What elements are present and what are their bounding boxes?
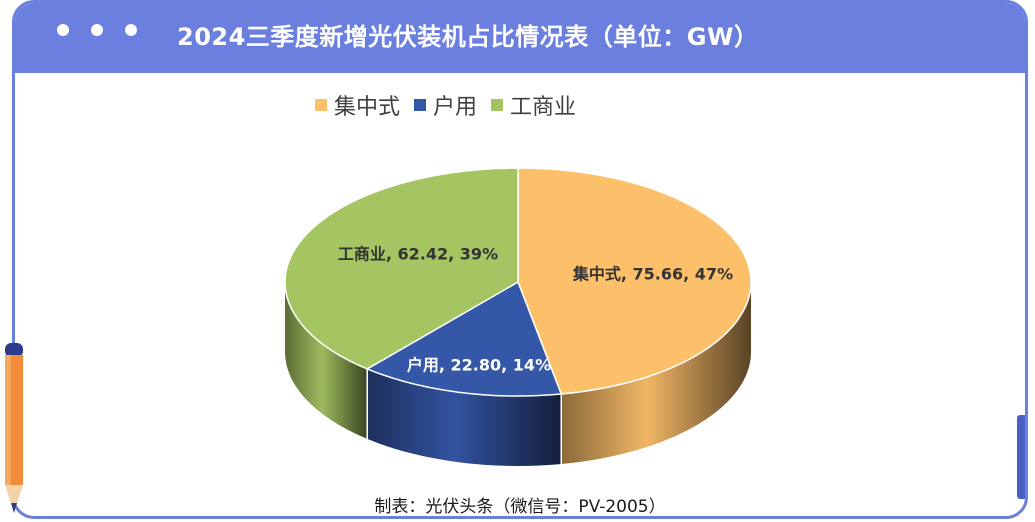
pencil-icon bbox=[5, 343, 23, 513]
window-dot-icon bbox=[91, 24, 103, 36]
legend-item-household: 户用 bbox=[414, 89, 477, 121]
legend-item-centralized: 集中式 bbox=[315, 89, 400, 121]
pie-slice-2 bbox=[284, 167, 519, 370]
pie-slice-1 bbox=[365, 280, 563, 397]
binder-clip bbox=[1017, 415, 1025, 499]
legend-swatch-centralized bbox=[315, 99, 327, 111]
chart-legend: 集中式 户用 工商业 bbox=[315, 89, 576, 121]
legend-swatch-commercial bbox=[491, 99, 504, 111]
data-label-0: 集中式, 75.66, 47% bbox=[572, 265, 733, 284]
pie-side-0 bbox=[561, 282, 751, 465]
pie-side-2 bbox=[285, 282, 368, 439]
pie-slice-0 bbox=[517, 167, 752, 395]
window-dot-icon bbox=[57, 24, 69, 36]
legend-label-centralized: 集中式 bbox=[334, 95, 401, 120]
data-label-1: 户用, 22.80, 14% bbox=[407, 356, 551, 375]
window-dot-icon bbox=[125, 24, 137, 36]
pie-side-1 bbox=[367, 368, 562, 467]
chart-card: 2024三季度新增光伏装机占比情况表（单位：GW） 集中式 户用 工商业 集中式… bbox=[12, 0, 1028, 519]
title-bar: 2024三季度新增光伏装机占比情况表（单位：GW） bbox=[15, 3, 1025, 73]
chart-title: 2024三季度新增光伏装机占比情况表（单位：GW） bbox=[177, 23, 759, 51]
legend-label-commercial: 工商业 bbox=[510, 95, 577, 120]
data-label-2: 工商业, 62.42, 39% bbox=[338, 245, 498, 264]
pie-chart: 集中式, 75.66, 47% 户用, 22.80, 14% 工商业, 62.42,… bbox=[284, 167, 752, 467]
legend-item-commercial: 工商业 bbox=[491, 89, 576, 121]
source-note: 制表：光伏头条（微信号：PV-2005） bbox=[374, 497, 666, 517]
legend-label-household: 户用 bbox=[433, 95, 478, 120]
legend-swatch-household bbox=[414, 99, 427, 111]
